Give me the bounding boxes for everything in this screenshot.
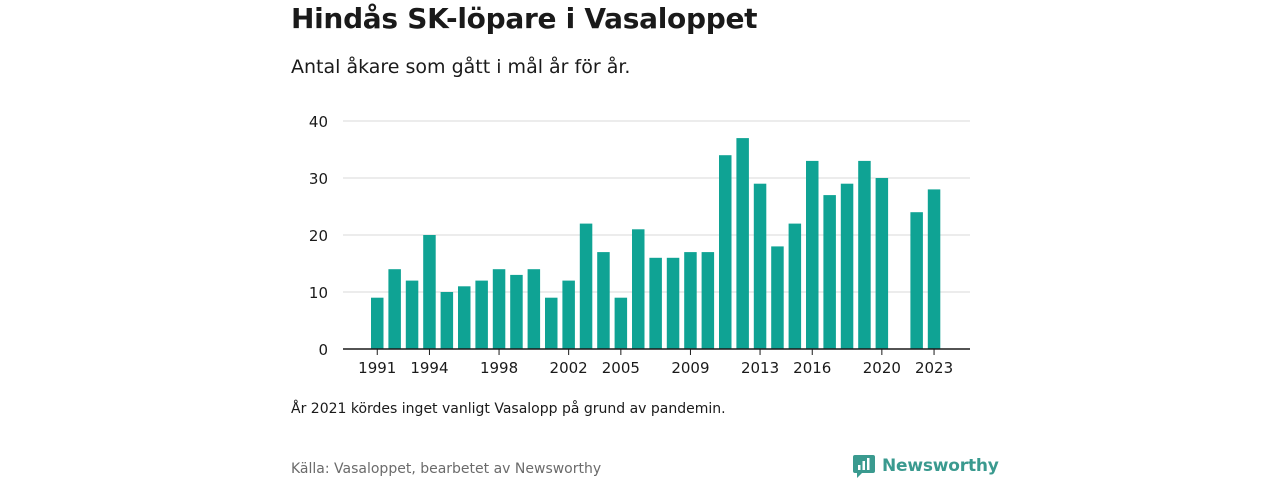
bar-1996 — [458, 286, 471, 349]
y-tick-label: 10 — [309, 284, 328, 302]
x-tick-label: 2005 — [602, 359, 640, 377]
bar-2018 — [840, 183, 854, 349]
bar-2006 — [632, 229, 645, 349]
bar-1995 — [440, 292, 454, 349]
bar-2000 — [527, 269, 541, 349]
bar-2008 — [666, 257, 680, 349]
x-tick-label: 1998 — [480, 359, 518, 377]
bar-2002 — [562, 280, 575, 349]
bar-2009 — [684, 252, 697, 349]
bars — [371, 138, 941, 349]
bar-2001 — [545, 297, 558, 349]
bar-1999 — [510, 274, 523, 349]
y-axis-ticks: 0 10 20 30 40 — [309, 113, 328, 359]
bar-2015 — [788, 223, 802, 349]
bar-2019 — [858, 160, 871, 349]
bar-2003 — [579, 223, 593, 349]
bar-1991 — [371, 297, 384, 349]
bar-2022 — [910, 212, 923, 349]
x-tick-label: 2016 — [793, 359, 831, 377]
y-tick-label: 40 — [309, 113, 328, 131]
bar-2012 — [736, 138, 749, 349]
x-tick-label: 2023 — [915, 359, 953, 377]
bar-2014 — [771, 246, 784, 349]
bar-2010 — [701, 252, 715, 349]
source-text: Källa: Vasaloppet, bearbetet av Newswort… — [291, 461, 602, 477]
bar-2023 — [927, 189, 941, 349]
x-tick-label: 2009 — [671, 359, 709, 377]
newsworthy-logo: Newsworthy — [853, 454, 999, 478]
bar-2020 — [875, 178, 889, 349]
x-tick-label: 1991 — [358, 359, 396, 377]
chart-title: Hindås SK-löpare i Vasaloppet — [291, 2, 758, 35]
x-tick-label: 2002 — [550, 359, 588, 377]
y-tick-label: 0 — [318, 341, 328, 359]
newsworthy-logo-icon — [853, 455, 875, 478]
bar-2005 — [614, 297, 628, 349]
bar-2017 — [823, 195, 836, 349]
chart-subtitle: Antal åkare som gått i mål år för år. — [291, 56, 631, 78]
x-tick-label: 1994 — [410, 359, 448, 377]
x-tick-label: 2013 — [741, 359, 779, 377]
bar-2011 — [719, 155, 732, 349]
bar-2004 — [597, 252, 610, 349]
y-tick-label: 20 — [309, 227, 328, 245]
newsworthy-logo-text: Newsworthy — [882, 456, 999, 476]
bar-2007 — [649, 257, 662, 349]
bar-2013 — [753, 183, 767, 349]
x-tick-label: 2020 — [863, 359, 901, 377]
bar-1998 — [492, 269, 506, 349]
bar-2016 — [806, 160, 819, 349]
bar-1994 — [423, 235, 436, 349]
x-axis-ticks: 1991 1994 1998 2002 2005 2009 2013 2016 2020 2023 — [358, 349, 953, 377]
bar-1992 — [388, 269, 401, 349]
bar-1993 — [405, 280, 419, 349]
y-tick-label: 30 — [309, 170, 328, 188]
bar-1997 — [475, 280, 488, 349]
chart-note: År 2021 kördes inget vanligt Vasalopp på… — [291, 401, 726, 417]
